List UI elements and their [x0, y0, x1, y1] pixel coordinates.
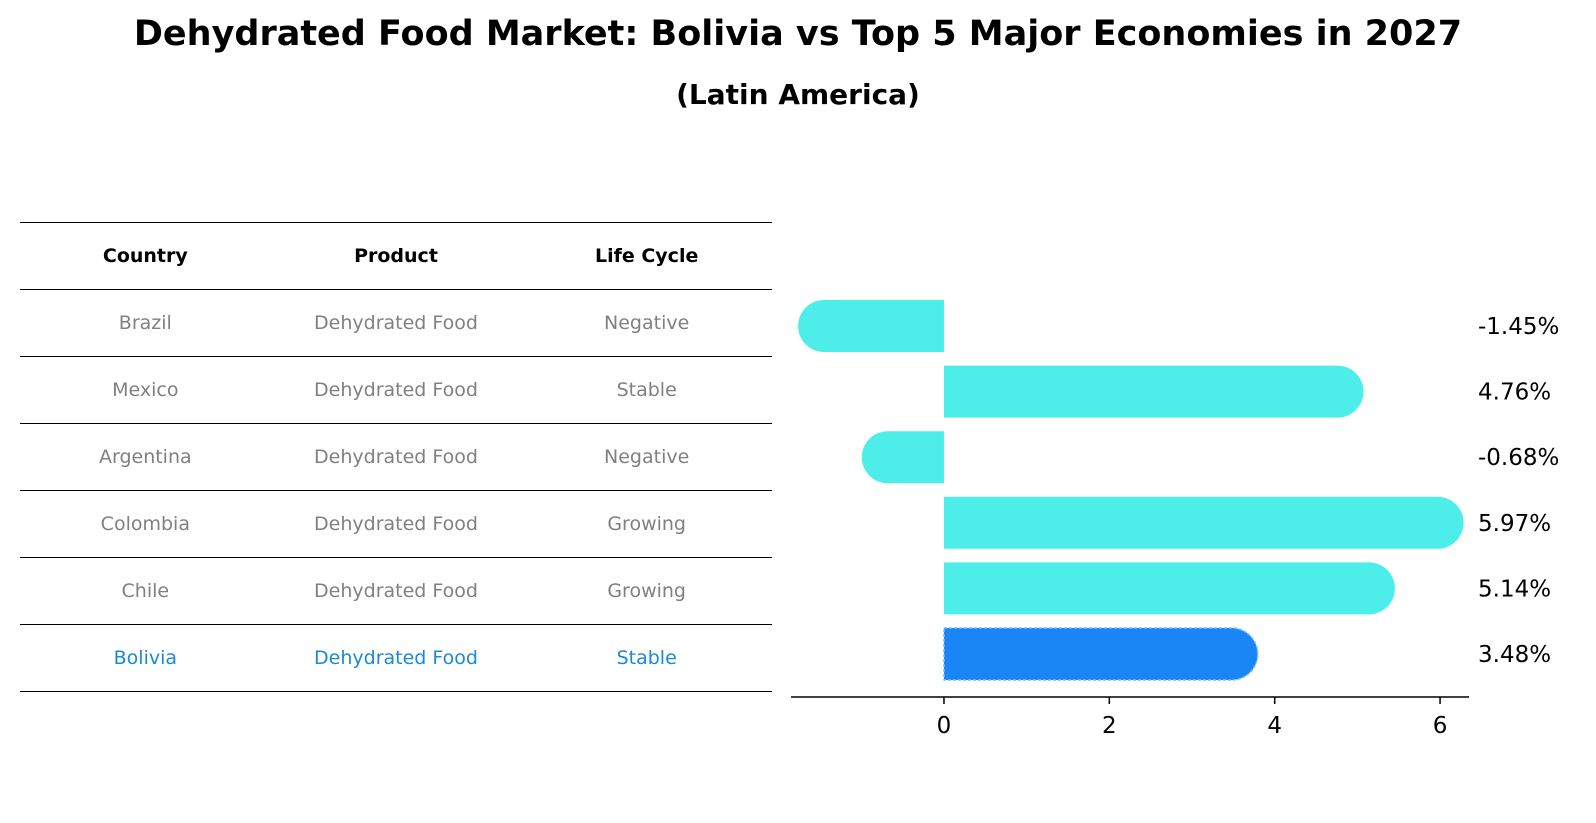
table-row: Colombia Dehydrated Food Growing	[20, 490, 772, 558]
country-cell: Mexico	[20, 356, 271, 424]
table-row: Mexico Dehydrated Food Stable	[20, 356, 772, 424]
product-cell: Dehydrated Food	[270, 624, 522, 692]
life-cycle-cell: Growing	[521, 490, 772, 558]
table-row: Argentina Dehydrated Food Negative	[20, 423, 772, 491]
bar-value-label: 3.48%	[1478, 642, 1551, 668]
bar-value-label: 5.97%	[1478, 511, 1551, 537]
bar-argentina	[861, 431, 944, 484]
product-cell: Dehydrated Food	[270, 490, 522, 558]
chart-subtitle: (Latin America)	[676, 78, 920, 111]
bar-chile	[943, 562, 1395, 615]
product-header: Product	[270, 222, 522, 290]
bar-value-label: -0.68%	[1478, 445, 1559, 471]
x-tick-label: 2	[1102, 713, 1117, 739]
x-tick-label: 6	[1433, 713, 1448, 739]
life-cycle-cell: Stable	[521, 356, 772, 424]
life-cycle-cell: Growing	[521, 557, 772, 625]
bar-value-label: 4.76%	[1478, 380, 1551, 406]
bar-value-label: 5.14%	[1478, 576, 1551, 602]
table-row: Bolivia Dehydrated Food Stable	[20, 624, 772, 692]
chart-title: Dehydrated Food Market: Bolivia vs Top 5…	[133, 14, 1463, 54]
table-row: Brazil Dehydrated Food Negative	[20, 289, 772, 357]
country-cell: Chile	[20, 557, 271, 625]
x-tick-label: 0	[937, 713, 952, 739]
product-cell: Dehydrated Food	[270, 289, 522, 357]
product-cell: Dehydrated Food	[270, 423, 522, 491]
x-tick-label: 4	[1267, 713, 1282, 739]
country-cell: Bolivia	[20, 624, 271, 692]
life-cycle-cell: Stable	[521, 624, 772, 692]
bar-mexico	[943, 365, 1364, 418]
life-cycle-cell: Negative	[521, 289, 772, 357]
product-cell: Dehydrated Food	[270, 557, 522, 625]
table-row: Chile Dehydrated Food Growing	[20, 557, 772, 625]
bar-colombia	[943, 496, 1464, 549]
country-cell: Argentina	[20, 423, 271, 491]
market-table: Country Product Life Cycle Brazil Dehydr…	[20, 222, 772, 692]
country-cell: Brazil	[20, 289, 271, 357]
product-cell: Dehydrated Food	[270, 356, 522, 424]
country-cell: Colombia	[20, 490, 271, 558]
bar-brazil	[798, 300, 944, 352]
country-header: Country	[20, 222, 271, 290]
life-cycle-cell: Negative	[521, 423, 772, 491]
table-header-row: Country Product Life Cycle	[20, 222, 772, 290]
bar-value-label: -1.45%	[1478, 314, 1559, 340]
bar-bolivia	[943, 627, 1259, 681]
life-cycle-header: Life Cycle	[521, 222, 772, 290]
